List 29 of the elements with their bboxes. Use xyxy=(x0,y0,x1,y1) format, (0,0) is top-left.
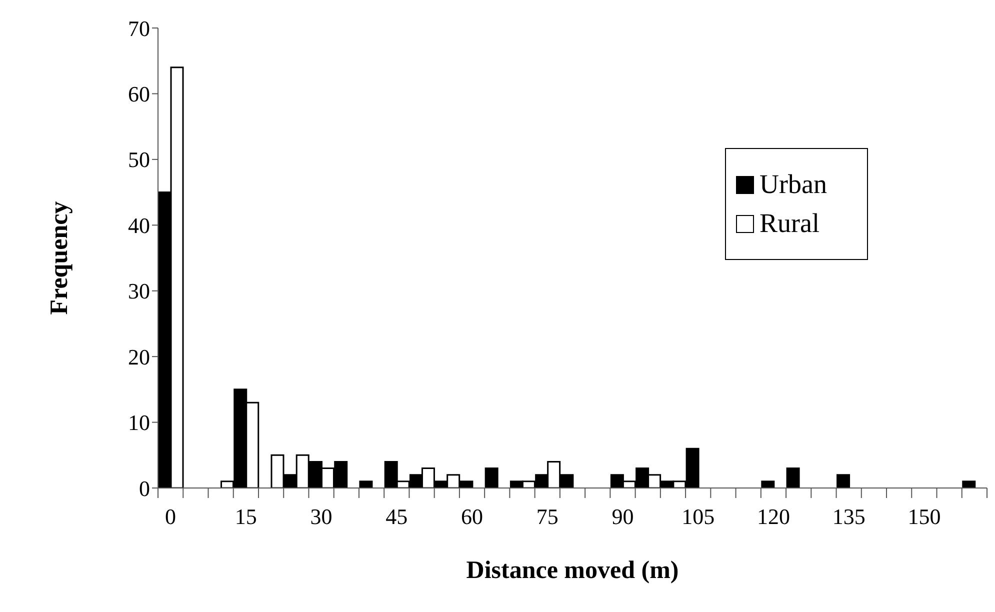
bar xyxy=(786,468,800,488)
y-tick-label: 40 xyxy=(128,212,150,238)
x-tick-label: 120 xyxy=(756,504,790,529)
x-tick-label: 0 xyxy=(165,504,176,529)
bar xyxy=(836,474,850,488)
legend-label: Urban xyxy=(760,169,827,200)
x-tick-label: 60 xyxy=(461,504,484,529)
x-tick-label: 150 xyxy=(908,504,941,529)
x-tick-label: 45 xyxy=(386,504,408,529)
y-tick-label: 60 xyxy=(128,82,150,107)
x-tick-label: 15 xyxy=(234,504,257,529)
x-tick-label: 75 xyxy=(536,504,558,529)
bar xyxy=(761,480,775,488)
y-tick-label: 50 xyxy=(128,147,150,172)
x-axis-title: Distance moved (m) xyxy=(466,557,679,584)
x-tick-label: 90 xyxy=(612,504,634,529)
y-tick-label: 0 xyxy=(139,476,150,501)
x-tick-label: 30 xyxy=(310,504,332,529)
bar xyxy=(359,480,373,488)
y-tick-label: 30 xyxy=(128,278,150,304)
y-tick-label: 10 xyxy=(128,410,150,436)
y-tick-label: 20 xyxy=(128,344,150,370)
y-axis-title: Frequency xyxy=(46,200,73,315)
bar xyxy=(962,480,976,488)
legend-label: Rural xyxy=(760,208,820,239)
x-tick-label: 105 xyxy=(682,504,715,529)
y-tick-label: 70 xyxy=(128,16,150,41)
x-tick-label: 135 xyxy=(832,504,866,529)
bar xyxy=(484,468,498,488)
